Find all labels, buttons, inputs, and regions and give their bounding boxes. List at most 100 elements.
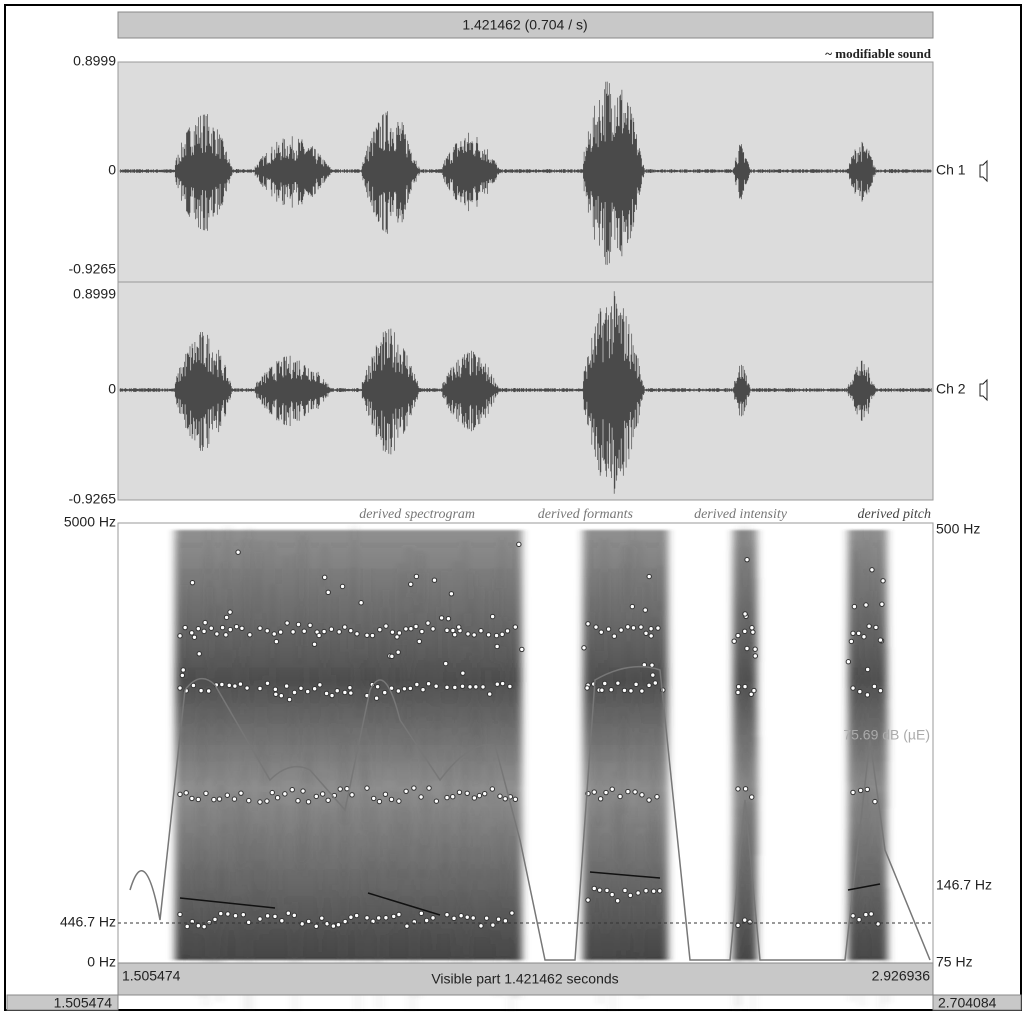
spectrogram-streak	[504, 861, 506, 956]
spectrogram-streak	[501, 537, 503, 589]
spectrogram-streak	[851, 709, 853, 818]
formant-dot	[631, 626, 635, 630]
formant-dot	[647, 798, 651, 802]
spectrogram-streak	[419, 551, 421, 613]
spectrogram-streak	[862, 561, 864, 634]
formant-dot	[862, 635, 866, 639]
formant-dot	[752, 688, 756, 692]
formant-dot	[517, 542, 521, 546]
ch1-label[interactable]: Ch 1	[936, 162, 966, 178]
formant-dot	[858, 788, 862, 792]
formant-dot	[623, 888, 627, 892]
formant-dot	[852, 604, 856, 608]
spectrogram-streak	[203, 688, 205, 781]
spectrogram-streak	[218, 604, 220, 685]
formant-dot	[453, 632, 457, 636]
formant-dot	[609, 688, 613, 692]
duration-text: 1.421462 (0.704 / s)	[462, 17, 587, 33]
formant-dot	[479, 629, 483, 633]
formant-dot	[279, 694, 283, 698]
spectrogram-streak	[646, 583, 648, 662]
formant-dot	[619, 628, 623, 632]
spectrogram-streak	[342, 743, 344, 858]
formant-dot	[649, 627, 653, 631]
spectrogram-streak	[352, 568, 354, 663]
intensity-label: 75.69 dB (µE)	[843, 727, 930, 743]
visible-end: 2.926936	[872, 968, 931, 984]
spectrogram-streak	[244, 539, 246, 646]
spectrogram-streak	[340, 722, 342, 823]
formant-dot	[753, 647, 757, 651]
formant-dot	[220, 625, 224, 629]
formant-dot	[457, 790, 461, 794]
spectrogram-streak	[631, 529, 633, 596]
formant-dot	[372, 796, 376, 800]
formant-dot	[446, 616, 450, 620]
spectrogram-streak	[320, 851, 322, 953]
formant-dot	[594, 625, 598, 629]
visible-start: 1.505474	[122, 968, 181, 984]
formant-dot	[846, 660, 850, 664]
formant-dot	[851, 914, 855, 918]
formant-dot	[453, 685, 457, 689]
spectrogram-streak	[295, 554, 297, 627]
spectrogram-streak	[736, 642, 738, 712]
formant-dot	[219, 911, 223, 915]
formant-dot	[196, 797, 200, 801]
pitch-bottom: 75 Hz	[936, 954, 973, 970]
formant-dot	[644, 889, 648, 893]
formant-dot	[610, 787, 614, 791]
formant-dot	[178, 686, 182, 690]
spectrogram-streak	[239, 793, 241, 887]
formant-dot	[296, 622, 300, 626]
formant-dot	[302, 629, 306, 633]
ch2-label[interactable]: Ch 2	[936, 381, 966, 397]
spectrogram-streak	[379, 624, 381, 727]
spectrogram-streak	[408, 547, 410, 597]
spectrogram-streak	[608, 673, 610, 761]
spectrogram-streak	[656, 601, 658, 709]
formant-dot	[232, 797, 236, 801]
formant-dot	[592, 886, 596, 890]
formant-dot	[466, 632, 470, 636]
spectrogram-streak	[463, 614, 465, 679]
formant-dot	[490, 787, 494, 791]
formant-dot	[865, 787, 869, 791]
formant-dot	[365, 786, 369, 790]
spectrogram-streak	[220, 860, 222, 908]
spectrogram-streak	[423, 573, 425, 635]
spectrogram-streak	[177, 869, 179, 970]
spectrogram-streak	[607, 891, 609, 961]
formant-dot	[851, 631, 855, 635]
formant-dot	[878, 688, 882, 692]
spectrogram-streak	[863, 603, 865, 723]
formant-dot	[258, 686, 262, 690]
formant-dot	[633, 790, 637, 794]
formant-dot	[748, 920, 752, 924]
spectrogram-streak	[438, 709, 440, 750]
spectrogram-streak	[394, 854, 396, 933]
formant-dot	[460, 684, 464, 688]
formant-dot	[865, 667, 869, 671]
spectrogram-streak	[656, 760, 658, 810]
spectrogram-streak	[246, 750, 248, 863]
formant-dot	[217, 797, 221, 801]
formant-dot	[513, 625, 517, 629]
formant-dot	[586, 898, 590, 902]
spectrogram-streak	[468, 691, 470, 804]
spectrogram-streak	[464, 540, 466, 646]
formant-dot	[314, 924, 318, 928]
formant-dot	[184, 791, 188, 795]
formant-dot	[878, 638, 882, 642]
formant-dot	[751, 630, 755, 634]
spectrogram-streak	[636, 672, 638, 780]
formant-dot	[629, 689, 633, 693]
spectrogram-streak	[650, 728, 652, 843]
spectrogram-streak	[584, 577, 586, 623]
spectrogram-streak	[341, 596, 343, 652]
formant-dot	[459, 914, 463, 918]
legend-formants: derived formants	[538, 507, 634, 522]
ch1-top: 0.8999	[73, 53, 116, 69]
formant-dot	[320, 916, 324, 920]
formant-dot	[468, 685, 472, 689]
